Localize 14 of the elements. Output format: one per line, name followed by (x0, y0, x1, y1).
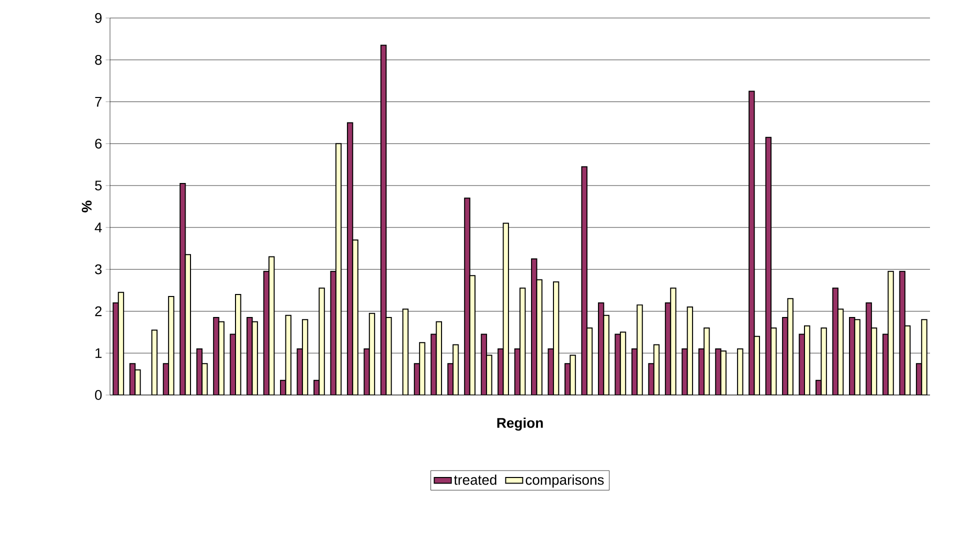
y-tick-label: 6 (95, 138, 102, 149)
legend-label: treated (454, 474, 496, 485)
y-tick-label: 5 (95, 180, 102, 190)
legend-label: comparisons (526, 474, 604, 488)
y-tick-label: 2 (95, 306, 102, 316)
y-axis-title: % (82, 200, 92, 212)
y-tick-label: 0 (95, 390, 102, 400)
y-tick-label: 1 (96, 348, 102, 358)
y-tick-label: 9 (95, 13, 102, 23)
y-tick-label: 4 (94, 222, 102, 232)
y-tick-label: 7 (95, 96, 102, 107)
x-axis-title: Region (497, 418, 543, 431)
y-tick-label: 8 (95, 54, 102, 65)
y-tick-label: 3 (95, 264, 102, 274)
